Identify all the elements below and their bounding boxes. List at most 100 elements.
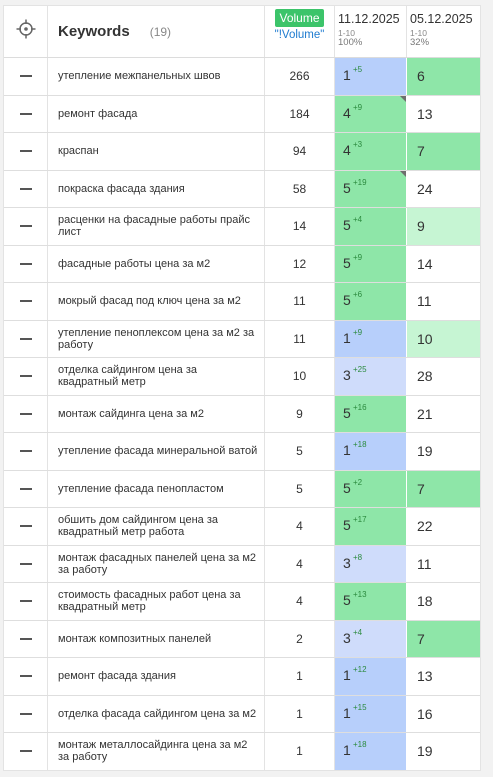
position-cell-current[interactable]: 1 +5	[335, 58, 407, 95]
table-row[interactable]: монтаж металлосайдинга цена за м2 за раб…	[4, 733, 480, 770]
table-row[interactable]: мокрый фасад под ключ цена за м2 11 5 +6 11	[4, 283, 480, 321]
minus-icon[interactable]	[19, 637, 32, 640]
row-select-toggle[interactable]	[4, 170, 48, 207]
row-select-toggle[interactable]	[4, 208, 48, 245]
keyword-text[interactable]: фасадные работы цена за м2	[48, 245, 265, 282]
keyword-text[interactable]: стоимость фасадных работ цена за квадрат…	[48, 583, 265, 620]
position-cell-previous[interactable]: 6	[407, 58, 480, 95]
position-cell-current[interactable]: 3 +25	[335, 358, 407, 395]
position-cell-previous[interactable]: 16	[407, 695, 480, 732]
row-select-toggle[interactable]	[4, 395, 48, 432]
keyword-text[interactable]: монтаж фасадных панелей цена за м2 за ра…	[48, 545, 265, 582]
table-row[interactable]: монтаж фасадных панелей цена за м2 за ра…	[4, 545, 480, 583]
position-cell-previous[interactable]: 7	[407, 620, 480, 657]
position-cell-previous[interactable]: 14	[407, 245, 480, 282]
table-row[interactable]: утепление межпанельных швов 266 1 +5 6	[4, 58, 480, 96]
minus-icon[interactable]	[19, 150, 32, 153]
keyword-text[interactable]: краспан	[48, 133, 265, 170]
row-select-toggle[interactable]	[4, 695, 48, 732]
keyword-text[interactable]: монтаж композитных панелей	[48, 620, 265, 657]
position-cell-previous[interactable]: 13	[407, 95, 480, 132]
select-column-header[interactable]	[4, 6, 48, 57]
exact-volume-link[interactable]: "!Volume"	[274, 29, 325, 41]
table-row[interactable]: обшить дом сайдингом цена за квадратный …	[4, 508, 480, 546]
table-row[interactable]: ремонт фасада здания 1 1 +12 13	[4, 658, 480, 696]
row-select-toggle[interactable]	[4, 733, 48, 770]
minus-icon[interactable]	[19, 225, 32, 228]
row-select-toggle[interactable]	[4, 283, 48, 320]
position-cell-current[interactable]: 5 +19	[335, 170, 407, 207]
keyword-text[interactable]: обшить дом сайдингом цена за квадратный …	[48, 508, 265, 545]
table-row[interactable]: утепление пеноплексом цена за м2 за рабо…	[4, 320, 480, 358]
crosshair-icon[interactable]	[16, 19, 36, 44]
keyword-text[interactable]: отделка сайдингом цена за квадратный мет…	[48, 358, 265, 395]
minus-icon[interactable]	[19, 375, 32, 378]
position-cell-previous[interactable]: 9	[407, 208, 480, 245]
position-cell-current[interactable]: 3 +4	[335, 620, 407, 657]
position-cell-previous[interactable]: 10	[407, 320, 480, 357]
position-cell-previous[interactable]: 13	[407, 658, 480, 695]
minus-icon[interactable]	[19, 712, 32, 715]
position-cell-previous[interactable]: 19	[407, 733, 480, 770]
position-cell-previous[interactable]: 21	[407, 395, 480, 432]
minus-icon[interactable]	[19, 187, 32, 190]
position-cell-current[interactable]: 1 +18	[335, 733, 407, 770]
position-cell-previous[interactable]: 22	[407, 508, 480, 545]
keywords-column-header[interactable]: Keywords (19)	[48, 6, 265, 57]
row-select-toggle[interactable]	[4, 58, 48, 95]
keyword-text[interactable]: утепление межпанельных швов	[48, 58, 265, 95]
position-cell-current[interactable]: 1 +18	[335, 433, 407, 470]
position-cell-current[interactable]: 4 +9	[335, 95, 407, 132]
position-cell-current[interactable]: 5 +17	[335, 508, 407, 545]
row-select-toggle[interactable]	[4, 433, 48, 470]
table-row[interactable]: покраска фасада здания 58 5 +19 24	[4, 170, 480, 208]
position-cell-current[interactable]: 5 +4	[335, 208, 407, 245]
table-row[interactable]: монтаж сайдинга цена за м2 9 5 +16 21	[4, 395, 480, 433]
table-row[interactable]: расценки на фасадные работы прайс лист 14…	[4, 208, 480, 246]
position-cell-previous[interactable]: 11	[407, 545, 480, 582]
minus-icon[interactable]	[19, 525, 32, 528]
minus-icon[interactable]	[19, 750, 32, 753]
minus-icon[interactable]	[19, 450, 32, 453]
minus-icon[interactable]	[19, 75, 32, 78]
keyword-text[interactable]: мокрый фасад под ключ цена за м2	[48, 283, 265, 320]
row-select-toggle[interactable]	[4, 620, 48, 657]
table-row[interactable]: отделка фасада сайдингом цена за м2 1 1 +15…	[4, 695, 480, 733]
keyword-text[interactable]: отделка фасада сайдингом цена за м2	[48, 695, 265, 732]
position-cell-previous[interactable]: 11	[407, 283, 480, 320]
table-row[interactable]: утепление фасада минеральной ватой 5 1 +18 1…	[4, 433, 480, 471]
keyword-text[interactable]: расценки на фасадные работы прайс лист	[48, 208, 265, 245]
position-cell-current[interactable]: 5 +9	[335, 245, 407, 282]
position-cell-current[interactable]: 1 +12	[335, 658, 407, 695]
minus-icon[interactable]	[19, 262, 32, 265]
minus-icon[interactable]	[19, 675, 32, 678]
minus-icon[interactable]	[19, 300, 32, 303]
row-select-toggle[interactable]	[4, 508, 48, 545]
keyword-text[interactable]: утепление фасада минеральной ватой	[48, 433, 265, 470]
position-cell-previous[interactable]: 7	[407, 470, 480, 507]
minus-icon[interactable]	[19, 112, 32, 115]
row-select-toggle[interactable]	[4, 133, 48, 170]
keyword-text[interactable]: ремонт фасада	[48, 95, 265, 132]
row-select-toggle[interactable]	[4, 658, 48, 695]
keyword-text[interactable]: утепление пеноплексом цена за м2 за рабо…	[48, 320, 265, 357]
position-cell-current[interactable]: 1 +15	[335, 695, 407, 732]
minus-icon[interactable]	[19, 412, 32, 415]
position-cell-current[interactable]: 4 +3	[335, 133, 407, 170]
keyword-text[interactable]: ремонт фасада здания	[48, 658, 265, 695]
volume-button[interactable]: Volume	[275, 9, 324, 27]
row-select-toggle[interactable]	[4, 470, 48, 507]
table-row[interactable]: утепление фасада пенопластом 5 5 +2 7	[4, 470, 480, 508]
date-column-header-2[interactable]: 05.12.2025 1-10 32%	[407, 6, 480, 57]
minus-icon[interactable]	[19, 562, 32, 565]
keyword-text[interactable]: монтаж металлосайдинга цена за м2 за раб…	[48, 733, 265, 770]
keyword-text[interactable]: монтаж сайдинга цена за м2	[48, 395, 265, 432]
row-select-toggle[interactable]	[4, 245, 48, 282]
position-cell-current[interactable]: 5 +2	[335, 470, 407, 507]
table-row[interactable]: краспан 94 4 +3 7	[4, 133, 480, 171]
table-row[interactable]: ремонт фасада 184 4 +9 13	[4, 95, 480, 133]
position-cell-previous[interactable]: 18	[407, 583, 480, 620]
row-select-toggle[interactable]	[4, 320, 48, 357]
position-cell-previous[interactable]: 28	[407, 358, 480, 395]
position-cell-current[interactable]: 1 +9	[335, 320, 407, 357]
